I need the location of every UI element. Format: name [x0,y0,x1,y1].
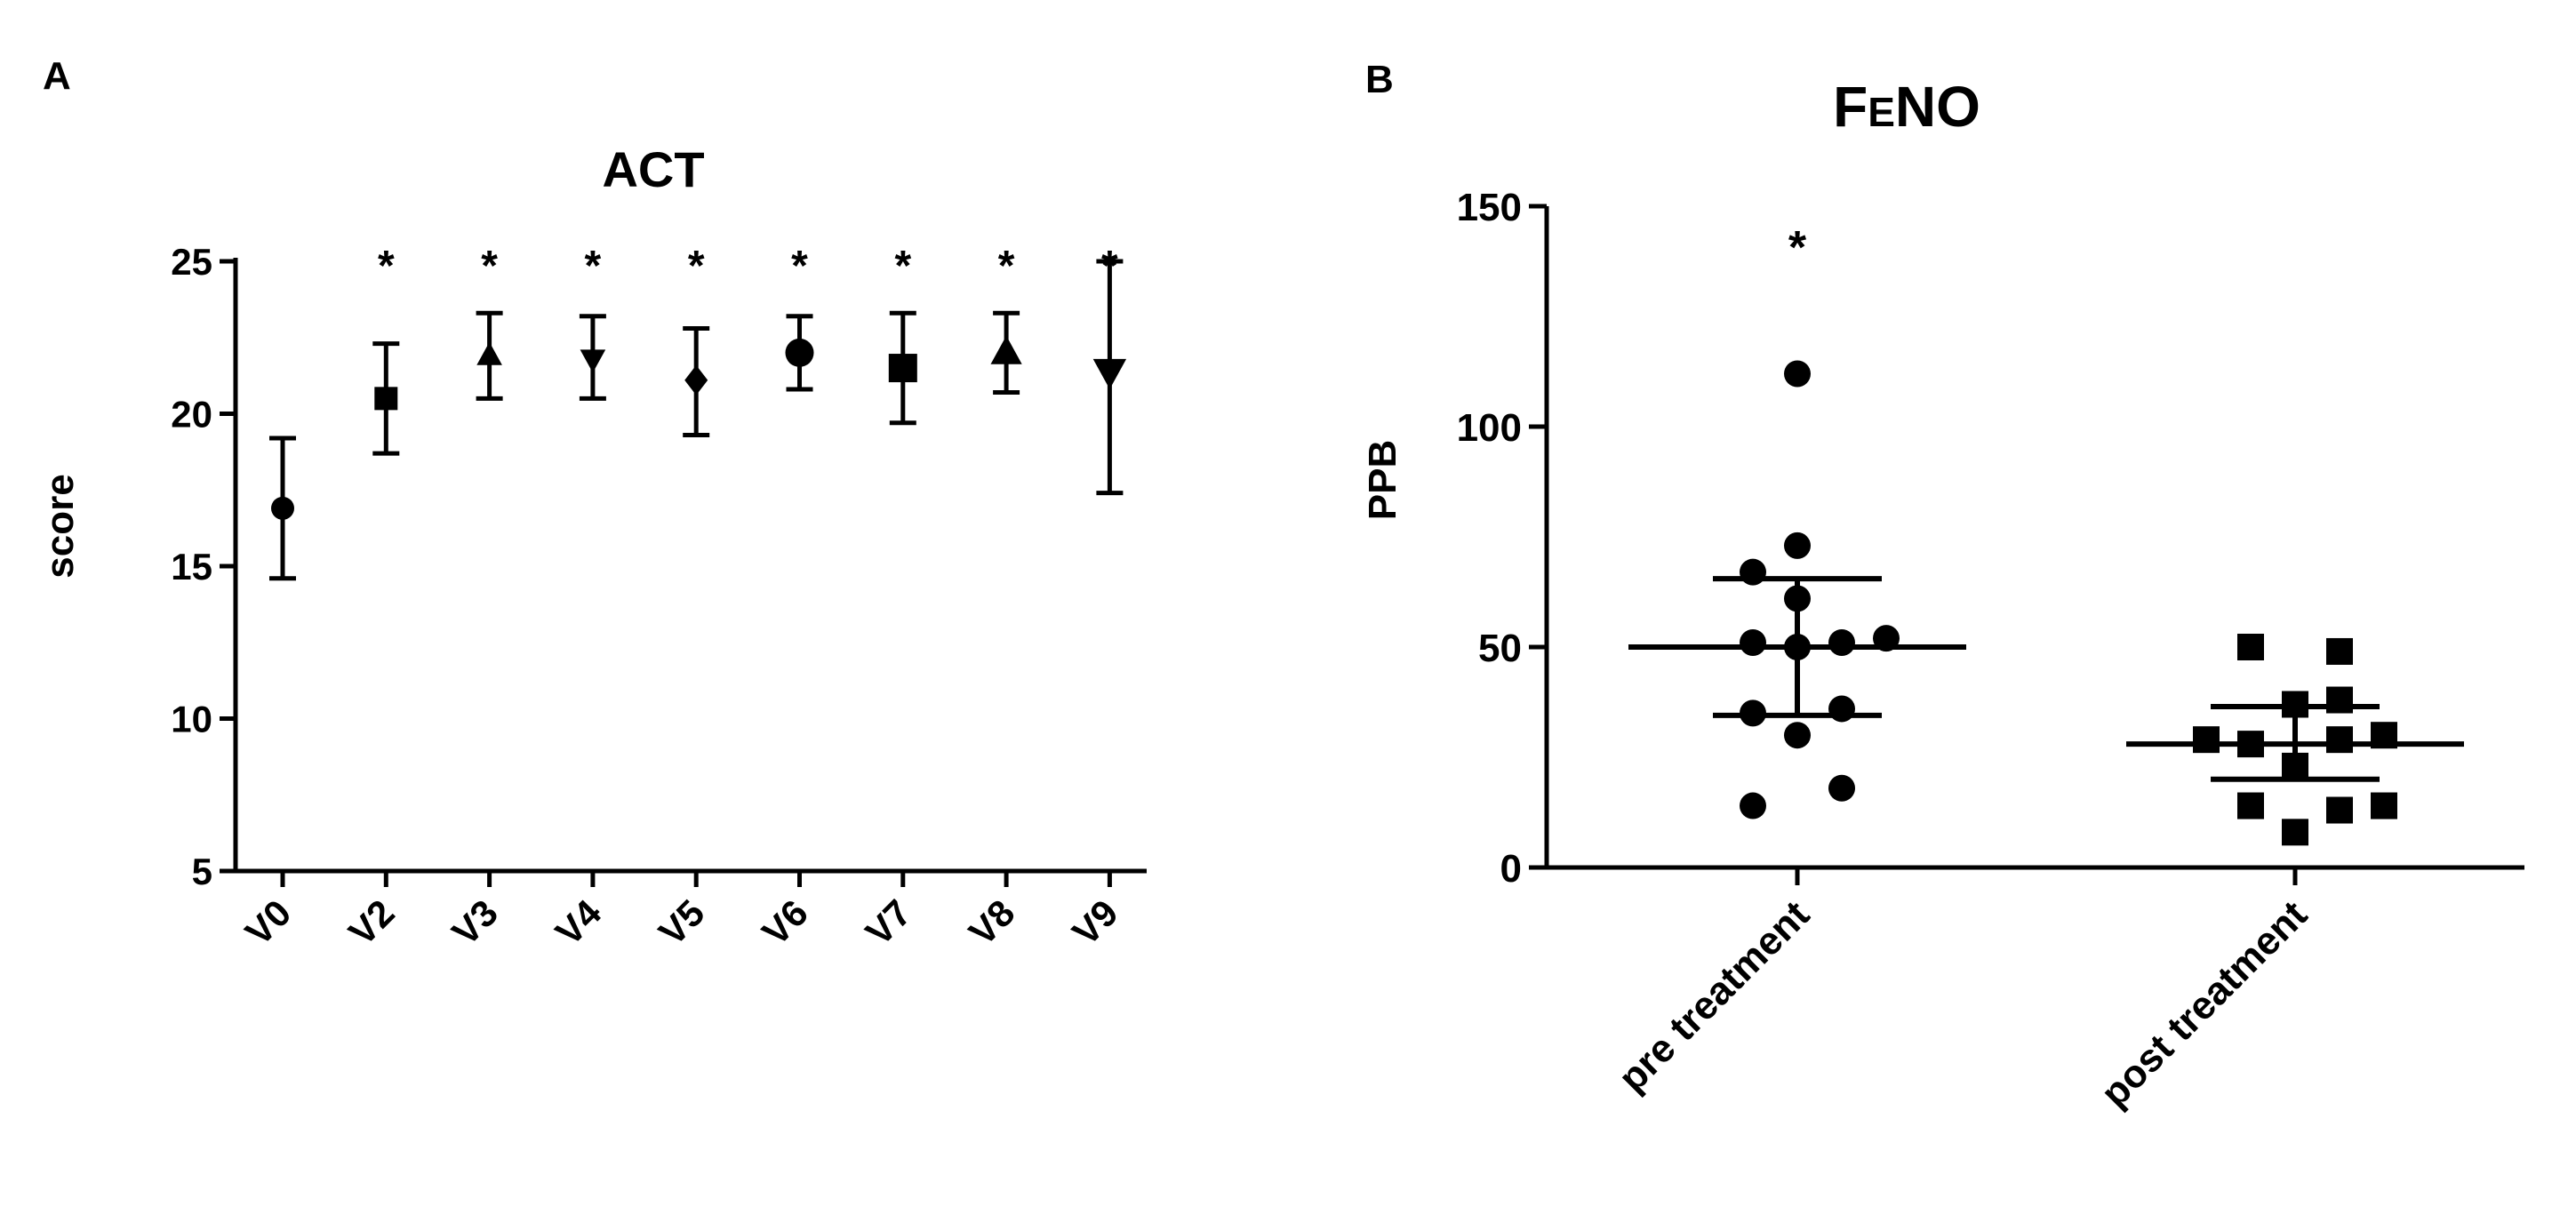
feno-data-point [1784,722,1811,749]
act-mean-marker [1092,358,1127,389]
feno-y-tick-label: 0 [1500,847,1522,891]
feno-y-axis-label: PPB [1361,440,1404,520]
feno-data-point [2237,634,2264,660]
feno-data-point [2371,722,2397,749]
feno-data-point [2371,792,2397,819]
act-mean-marker [990,335,1022,364]
feno-data-point [1784,585,1811,612]
feno-data-point [2193,726,2220,754]
feno-title-rest: NO [1895,75,1980,139]
act-significance-star: * [791,243,808,290]
feno-data-point [2237,731,2264,758]
panel-b-label: B [1365,58,1394,101]
feno-x-tick-label: pre treatment [1611,892,1819,1100]
feno-data-point [1784,360,1811,388]
feno-data-point [1740,699,1766,727]
feno-chart-title: FENO [1833,75,1980,139]
act-x-tick-label: V5 [651,891,713,954]
feno-data-point [1740,792,1766,819]
act-y-tick-label: 10 [171,699,212,740]
act-chart: ACT score 5 10 15 20 25 V0 V2 V3 V4 V5 V6 V7 V8 V9 *… [38,141,1147,954]
act-mean-marker [684,364,708,396]
act-x-tick-label: V3 [444,891,506,954]
feno-data-point [2237,792,2264,819]
act-significance-star: * [1101,243,1118,290]
act-significance-star: * [998,243,1015,290]
act-significance-star: * [481,243,498,290]
act-mean-marker [271,496,294,520]
feno-x-tick-label: post treatment [2092,892,2316,1115]
feno-data-point [2326,637,2353,665]
act-significance-star: * [894,243,911,290]
act-significance-star: * [688,243,705,290]
act-x-tick-label: V6 [754,891,816,954]
act-x-tick-label: V7 [858,891,920,954]
act-y-tick-label: 5 [192,851,212,892]
feno-data-point [1873,625,1900,652]
feno-y-tick-label: 100 [1457,406,1522,450]
feno-data-point [1828,629,1855,657]
feno-y-tick-label: 50 [1478,627,1522,670]
act-chart-title: ACT [602,141,704,197]
feno-data-point [2282,752,2308,779]
feno-data-point [2282,691,2308,718]
act-mean-marker [785,338,814,367]
feno-data-point [1828,695,1855,723]
act-y-tick-label: 20 [171,394,212,436]
act-mean-marker [476,341,502,365]
feno-y-tick-label: 150 [1457,186,1522,229]
feno-title-main: F [1833,75,1868,139]
act-mean-marker [374,387,398,411]
feno-chart: FENO PPB 0 50 100 150 pre treatment post tre… [1361,75,2524,1115]
panel-a-label: A [43,54,71,98]
act-y-tick-label: 25 [171,241,212,283]
act-y-axis-label: score [38,474,82,578]
act-x-tick-label: V4 [548,891,610,954]
feno-data-point [1740,629,1766,657]
act-mean-marker [580,349,606,373]
act-significance-star: * [585,243,602,290]
feno-data-point [2326,796,2353,824]
act-significance-star: * [378,243,395,290]
act-x-tick-label: V0 [237,891,300,954]
act-x-tick-label: V8 [961,891,1023,954]
act-y-tick-label: 15 [171,546,212,588]
act-x-tick-label: V9 [1064,891,1126,954]
act-x-tick-label: V2 [340,891,403,954]
feno-data-point [1784,532,1811,559]
feno-data-point [2282,819,2308,846]
act-mean-marker [888,354,917,383]
feno-data-point [1784,634,1811,660]
feno-data-point [1828,774,1855,802]
feno-title-sub: E [1868,89,1895,135]
feno-significance-star: * [1788,222,1807,274]
feno-data-point [2326,686,2353,714]
feno-data-point [2326,726,2353,754]
feno-data-point [1740,558,1766,586]
